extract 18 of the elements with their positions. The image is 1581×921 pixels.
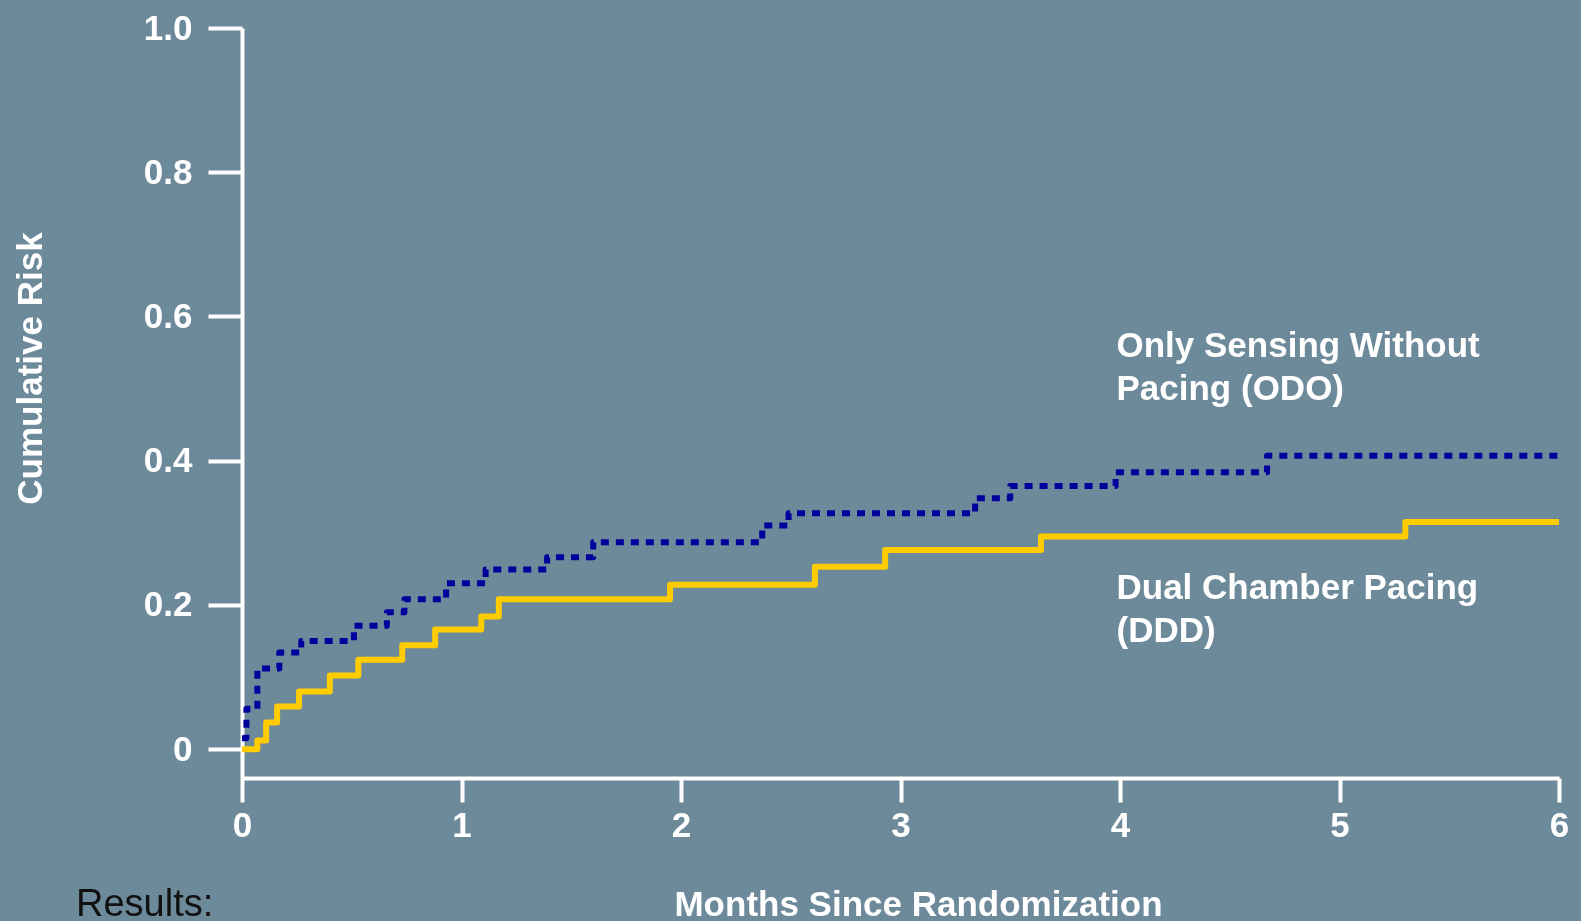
series-label: Only Sensing Without Pacing (ODO) <box>1116 324 1481 407</box>
y-tick-label: 0.4 <box>143 440 194 480</box>
x-tick-label: 2 <box>671 804 692 844</box>
x-tick-label: 0 <box>232 804 253 844</box>
x-tick-label: 3 <box>891 804 911 844</box>
series-label: Dual Chamber Pacing (DDD) <box>1116 566 1479 649</box>
x-tick-label: 5 <box>1330 804 1350 844</box>
y-tick-label: 0 <box>173 728 193 768</box>
y-axis-title: Cumulative Risk <box>9 231 49 505</box>
x-tick-label: 1 <box>452 804 472 844</box>
x-tick-label: 4 <box>1110 804 1131 844</box>
y-tick-label: 0.6 <box>143 295 193 335</box>
x-tick-label: 6 <box>1549 804 1570 844</box>
y-tick-label: 0.2 <box>143 584 193 624</box>
text: Results: <box>76 882 214 921</box>
x-axis-title: Months Since Randomization <box>674 883 1163 921</box>
y-tick-label: 0.8 <box>143 151 193 191</box>
y-tick-label: 1.0 <box>143 7 193 47</box>
